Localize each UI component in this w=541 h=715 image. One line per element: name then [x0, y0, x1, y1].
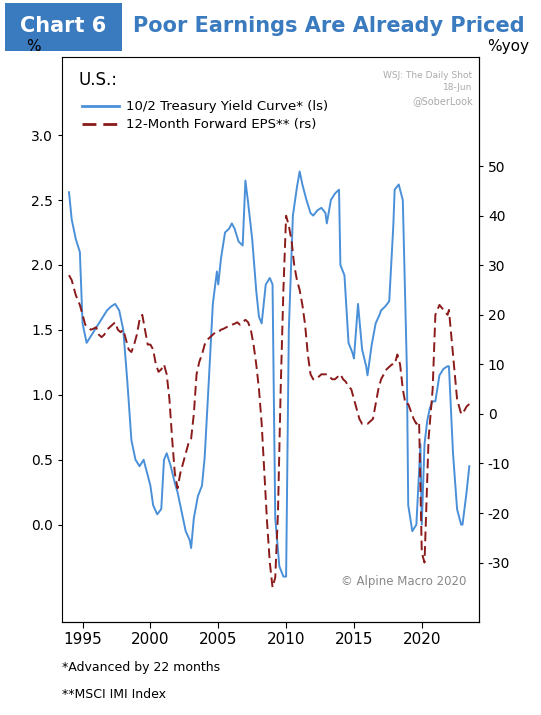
- Text: Chart 6: Chart 6: [21, 16, 107, 36]
- Text: U.S.:: U.S.:: [79, 72, 118, 89]
- Legend: 10/2 Treasury Yield Curve* (ls), 12-Month Forward EPS** (rs): 10/2 Treasury Yield Curve* (ls), 12-Mont…: [77, 95, 333, 137]
- Text: 18-Jun: 18-Jun: [443, 83, 472, 92]
- Text: © Alpine Macro 2020: © Alpine Macro 2020: [341, 575, 466, 588]
- FancyBboxPatch shape: [5, 3, 122, 51]
- Text: Poor Earnings Are Already Priced: Poor Earnings Are Already Priced: [133, 16, 524, 36]
- Text: WSJ: The Daily Shot: WSJ: The Daily Shot: [384, 72, 472, 80]
- Text: @SoberLook: @SoberLook: [412, 96, 472, 106]
- Text: **MSCI IMI Index: **MSCI IMI Index: [62, 688, 166, 701]
- Text: %yoy: %yoy: [487, 39, 529, 54]
- Text: *Advanced by 22 months: *Advanced by 22 months: [62, 661, 220, 674]
- Text: %: %: [26, 39, 41, 54]
